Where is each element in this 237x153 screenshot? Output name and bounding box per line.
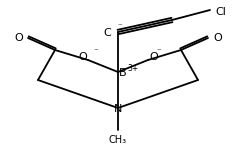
Text: O: O: [14, 33, 23, 43]
Text: O: O: [78, 52, 87, 62]
Text: CH₃: CH₃: [109, 135, 127, 145]
Text: O: O: [213, 33, 222, 43]
Text: ⁻: ⁻: [117, 22, 122, 32]
Text: O: O: [149, 52, 158, 62]
Text: Cl: Cl: [215, 7, 226, 17]
Text: ⁻: ⁻: [93, 47, 98, 56]
Text: B: B: [119, 68, 127, 78]
Text: 3+: 3+: [127, 63, 138, 73]
Text: ⁻: ⁻: [156, 47, 161, 56]
Text: N: N: [114, 104, 122, 114]
Text: C: C: [103, 28, 111, 38]
